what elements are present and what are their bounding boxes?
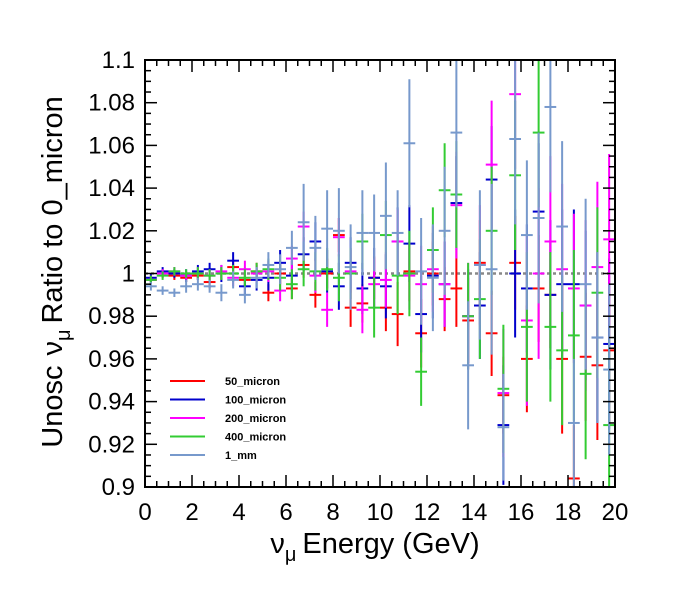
y-axis-title-nu: ν bbox=[37, 341, 69, 356]
data-point bbox=[521, 160, 533, 310]
x-tick-label: 8 bbox=[326, 499, 339, 526]
data-layer bbox=[145, 60, 615, 487]
axis-ticks bbox=[144, 59, 616, 488]
data-point bbox=[544, 252, 557, 402]
data-point bbox=[168, 288, 181, 297]
x-tick-label: 18 bbox=[555, 499, 582, 526]
y-tick-label: 0.94 bbox=[88, 389, 135, 416]
y-tick-label: 0.92 bbox=[88, 431, 135, 458]
x-axis-title-nu: ν bbox=[270, 528, 285, 560]
x-tick-label: 16 bbox=[508, 499, 535, 526]
legend-item: 1_mm bbox=[170, 450, 257, 462]
data-point bbox=[544, 60, 557, 193]
series-1_mm bbox=[145, 60, 615, 487]
data-point bbox=[532, 132, 545, 304]
x-tick-label: 6 bbox=[279, 499, 292, 526]
y-axis-title: Unosc νμ Ratio to 0_micron bbox=[37, 96, 75, 448]
data-point bbox=[474, 190, 486, 340]
data-point bbox=[462, 301, 474, 430]
data-point bbox=[485, 183, 498, 355]
data-point bbox=[427, 224, 439, 332]
x-axis-title-suffix: Energy (GeV) bbox=[302, 528, 479, 560]
legend-label: 100_micron bbox=[225, 395, 286, 407]
data-point bbox=[568, 358, 580, 487]
legend-item: 100_micron bbox=[170, 395, 286, 407]
data-point bbox=[368, 194, 380, 272]
data-point bbox=[156, 271, 169, 280]
legend: 50_micron 100_micron 200_micron 400_micron 1… bbox=[170, 376, 286, 462]
data-point bbox=[415, 217, 427, 325]
data-point bbox=[192, 277, 204, 291]
data-point bbox=[227, 271, 239, 289]
data-point bbox=[497, 373, 510, 481]
data-point bbox=[215, 284, 228, 302]
data-point bbox=[180, 279, 192, 293]
x-tick-label: 14 bbox=[461, 499, 488, 526]
data-point bbox=[403, 230, 416, 317]
data-point bbox=[168, 267, 181, 276]
tick-labels: 0 2 4 6 8 10 12 14 16 18 20 0.9 0.92 0.94 0.96 0.98 1 1.0… bbox=[88, 47, 628, 526]
data-point bbox=[180, 269, 192, 278]
legend-label: 200_micron bbox=[225, 413, 286, 425]
data-point bbox=[450, 60, 463, 208]
data-point bbox=[415, 337, 427, 406]
y-tick-label: 1 bbox=[122, 261, 135, 288]
data-point bbox=[321, 190, 333, 268]
y-tick-label: 1.02 bbox=[88, 218, 135, 245]
data-point bbox=[203, 279, 216, 293]
data-point bbox=[333, 188, 345, 274]
data-point bbox=[309, 215, 322, 280]
data-point bbox=[403, 79, 416, 208]
legend-item: 400_micron bbox=[170, 432, 286, 444]
x-tick-label: 4 bbox=[232, 499, 245, 526]
data-point bbox=[380, 162, 392, 270]
data-point bbox=[297, 183, 310, 261]
x-tick-label: 20 bbox=[602, 499, 629, 526]
data-point bbox=[321, 292, 333, 327]
data-point bbox=[450, 250, 463, 327]
x-tick-label: 2 bbox=[185, 499, 198, 526]
data-point bbox=[215, 267, 228, 280]
x-tick-label: 10 bbox=[367, 499, 394, 526]
x-axis-title: νμ Energy (GeV) bbox=[270, 528, 479, 566]
y-axis-title-sub: μ bbox=[53, 330, 75, 342]
y-tick-label: 0.96 bbox=[88, 346, 135, 373]
data-point bbox=[239, 286, 251, 304]
data-point bbox=[391, 190, 404, 276]
y-tick-label: 1.06 bbox=[88, 132, 135, 159]
data-point bbox=[286, 269, 298, 300]
legend-label: 1_mm bbox=[225, 450, 257, 462]
data-point bbox=[591, 252, 604, 423]
y-axis-title-prefix: Unosc bbox=[37, 366, 69, 448]
data-point bbox=[556, 141, 568, 312]
legend-label: 50_micron bbox=[225, 376, 280, 388]
y-tick-label: 1.08 bbox=[88, 90, 135, 117]
data-point bbox=[156, 286, 169, 295]
data-point bbox=[344, 224, 357, 310]
data-point bbox=[356, 286, 369, 334]
y-axis-title-suffix: Ratio to 0_micron bbox=[37, 96, 69, 323]
data-point bbox=[509, 60, 521, 225]
legend-item: 200_micron bbox=[170, 413, 286, 425]
x-axis-title-sub: μ bbox=[285, 544, 297, 566]
data-point bbox=[250, 267, 263, 289]
data-point bbox=[274, 254, 286, 285]
data-point bbox=[438, 166, 451, 295]
data-point bbox=[286, 230, 298, 265]
data-point bbox=[262, 252, 275, 278]
x-tick-label: 12 bbox=[414, 499, 441, 526]
y-tick-label: 0.9 bbox=[102, 474, 135, 501]
data-point bbox=[368, 277, 380, 338]
data-point bbox=[356, 190, 369, 276]
y-tick-label: 1.1 bbox=[102, 47, 135, 74]
legend-label: 400_micron bbox=[225, 432, 286, 444]
data-point bbox=[239, 269, 251, 287]
legend-item: 50_micron bbox=[170, 376, 280, 388]
x-tick-label: 0 bbox=[138, 499, 151, 526]
plot-area bbox=[144, 59, 616, 488]
y-tick-label: 0.98 bbox=[88, 303, 135, 330]
y-tick-label: 1.04 bbox=[88, 175, 135, 202]
data-point bbox=[579, 198, 592, 370]
